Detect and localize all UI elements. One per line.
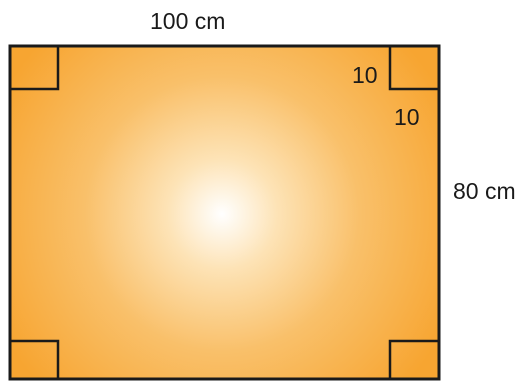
corner-cut-vertical-label: 10	[394, 104, 420, 130]
sheet-rectangle	[8, 44, 441, 381]
corner-square-top-left	[10, 46, 60, 91]
width-label: 100 cm	[150, 8, 226, 34]
corner-cut-horizontal-label: 10	[352, 62, 378, 88]
corner-square-bottom-left	[10, 339, 60, 379]
corner-square-top-right	[388, 46, 439, 91]
corner-square-bottom-right	[388, 339, 439, 379]
height-label: 80 cm	[453, 178, 516, 204]
